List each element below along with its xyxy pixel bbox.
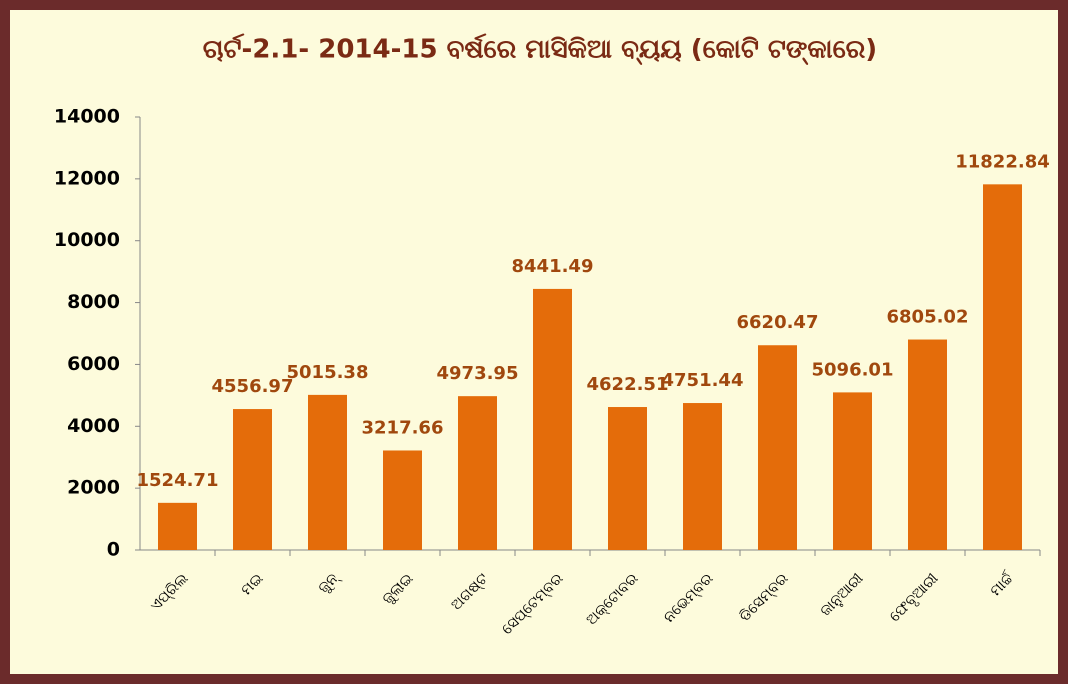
bar <box>308 394 347 550</box>
y-tick-label: 4000 <box>67 415 120 437</box>
y-tick-label: 2000 <box>67 477 120 499</box>
bar <box>383 450 422 550</box>
y-tick-label: 12000 <box>54 167 120 189</box>
bar <box>983 184 1022 551</box>
value-label: 8441.49 <box>512 256 594 277</box>
value-label: 5015.38 <box>287 362 369 383</box>
value-label: 4622.51 <box>587 374 669 395</box>
y-tick-label: 14000 <box>54 106 120 128</box>
value-label: 6805.02 <box>887 307 969 328</box>
value-label: 5096.01 <box>812 359 894 380</box>
bar <box>908 339 947 550</box>
value-label: 4556.97 <box>212 376 294 397</box>
value-label: 6620.47 <box>737 312 819 333</box>
value-label: 4973.95 <box>437 363 519 384</box>
bar <box>458 396 497 550</box>
y-tick-label: 0 <box>107 539 120 561</box>
y-tick-label: 10000 <box>54 229 120 251</box>
bar <box>608 407 647 550</box>
chart-title: ଚାର୍ଟ-2.1- 2014-15 ବର୍ଷରେ ମାସିକିଆ ବ୍ୟୟ (… <box>203 34 877 66</box>
bar <box>233 409 272 550</box>
bar <box>833 392 872 550</box>
value-label: 11822.84 <box>955 151 1050 172</box>
y-tick-label: 6000 <box>67 353 120 375</box>
value-label: 4751.44 <box>662 370 744 391</box>
value-label: 3217.66 <box>362 417 444 438</box>
value-label: 1524.71 <box>137 470 219 491</box>
bar <box>533 288 572 550</box>
bar <box>683 403 722 550</box>
bar <box>758 345 797 550</box>
y-tick-label: 8000 <box>67 291 120 313</box>
bar <box>158 502 197 550</box>
